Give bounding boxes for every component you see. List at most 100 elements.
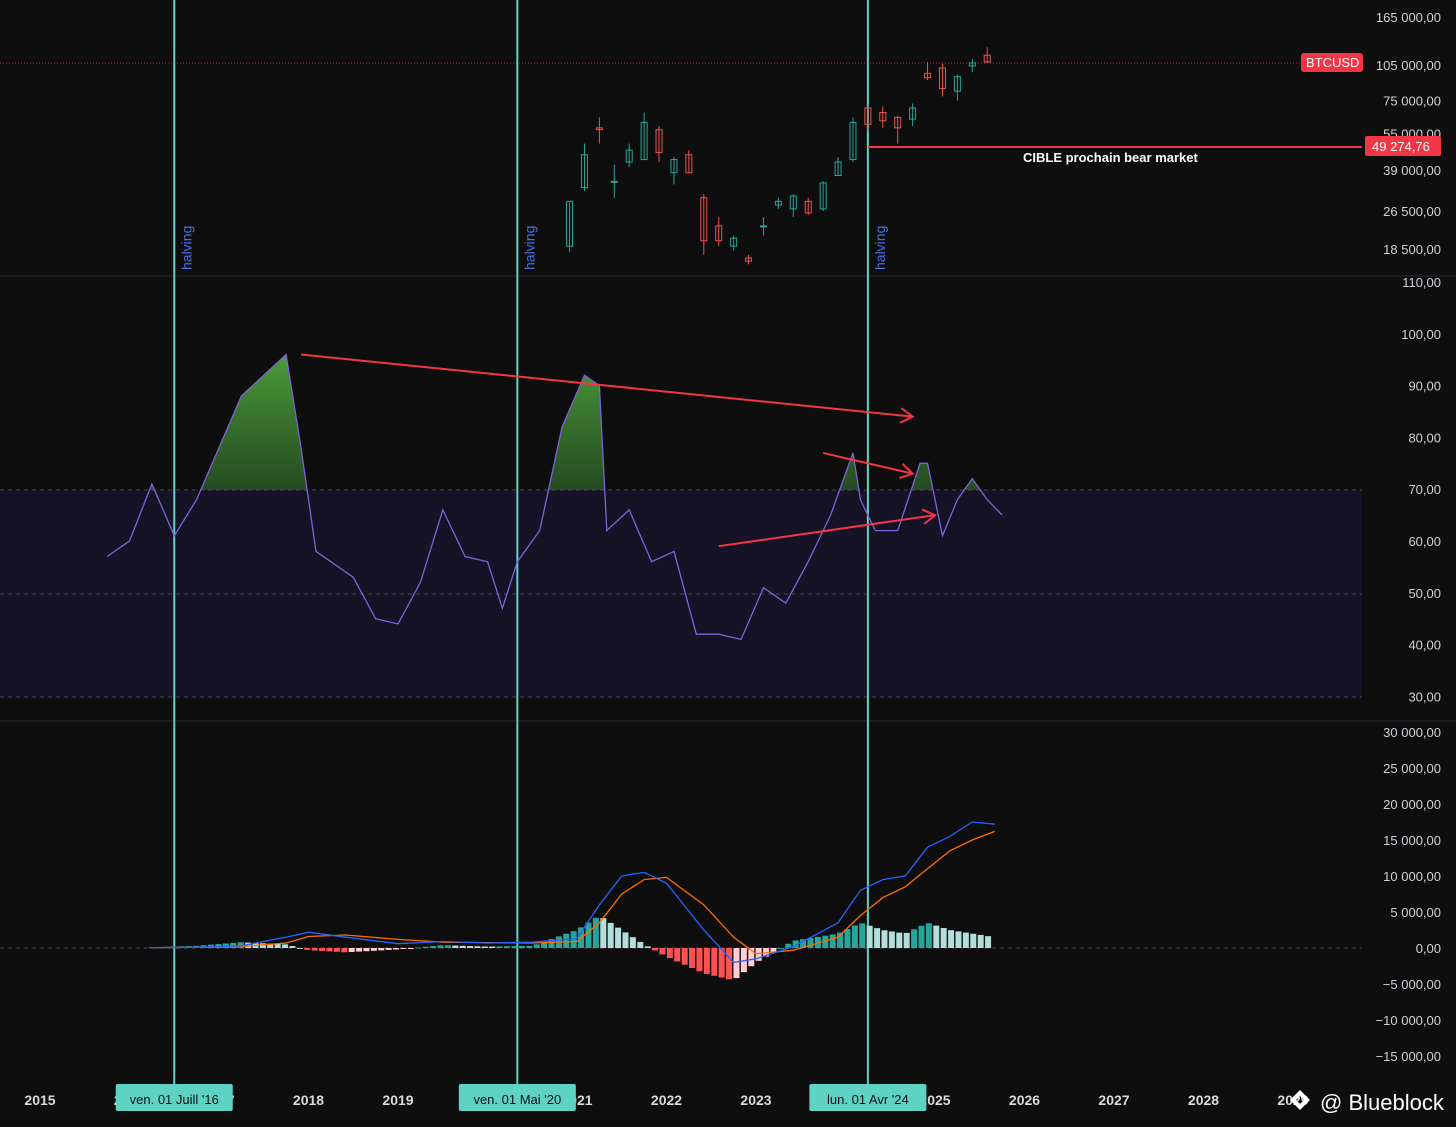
histogram-bar: [911, 929, 918, 948]
histogram-bar: [356, 948, 363, 952]
candle: [745, 254, 753, 265]
halving-date-text: ven. 01 Juill '16: [130, 1092, 219, 1107]
macd-tick-label: 0,00: [1416, 941, 1441, 956]
histogram-bar: [718, 948, 725, 978]
macd-tick-label: −10 000,00: [1376, 1013, 1441, 1028]
histogram-bar: [496, 946, 503, 948]
candle: [774, 197, 782, 209]
halving-label: halving: [872, 226, 888, 270]
candle: [909, 103, 917, 127]
histogram-bar: [962, 932, 969, 948]
histogram-bar: [652, 948, 659, 951]
histogram-bar: [526, 945, 533, 948]
trendline-arrow: [718, 508, 937, 548]
candle: [983, 47, 991, 63]
target-annotation: CIBLE prochain bear market: [1023, 150, 1198, 165]
histogram-bar: [422, 946, 429, 948]
candle: [924, 61, 932, 81]
histogram-bar: [933, 925, 940, 948]
histogram-bar: [541, 941, 548, 948]
macd-tick-label: 10 000,00: [1383, 869, 1441, 884]
histogram-bar: [326, 948, 333, 952]
histogram-bar: [393, 948, 400, 950]
candle: [552, 279, 558, 315]
histogram-bar: [777, 947, 784, 949]
watermark-text: @ Blueblock: [1320, 1090, 1445, 1115]
macd-tick-label: 5 000,00: [1390, 905, 1441, 920]
histogram-bar: [844, 929, 851, 948]
histogram-bar: [370, 948, 377, 951]
candle: [625, 143, 633, 168]
candle: [670, 157, 678, 185]
year-label: 2025: [919, 1092, 950, 1108]
candle: [730, 235, 738, 251]
price-tick-label: 165 000,00: [1376, 10, 1441, 25]
histogram-bar: [940, 927, 947, 948]
histogram-bar: [859, 923, 866, 948]
halving-label: halving: [521, 226, 537, 270]
histogram-bar: [696, 948, 703, 972]
year-label: 2015: [24, 1092, 55, 1108]
histogram-bar: [985, 936, 992, 948]
candle: [595, 117, 603, 144]
price-tick-label: 75 000,00: [1383, 94, 1441, 109]
halving-lines: halving halving halving: [173, 0, 888, 1084]
histogram-bar: [311, 948, 318, 951]
histogram-bar: [888, 931, 895, 948]
price-tick-label: 39 000,00: [1383, 163, 1441, 178]
histogram-bar: [829, 934, 836, 948]
price-tick-label: 105 000,00: [1376, 58, 1441, 73]
target-price-badge-text: 49 274,76: [1372, 139, 1430, 154]
candle: [580, 143, 588, 191]
histogram-bar: [955, 931, 962, 948]
histogram-bar: [792, 940, 799, 948]
macd-line: [151, 821, 995, 964]
histogram-bar: [570, 931, 577, 948]
histogram-bar: [689, 948, 696, 968]
histogram-bar: [348, 948, 355, 952]
candle: [938, 63, 946, 97]
histogram-bar: [851, 925, 858, 948]
histogram-bar: [489, 946, 496, 948]
histogram-bar: [585, 922, 592, 948]
x-axis: 2015201620172018201920202021202220232024…: [24, 1084, 1309, 1111]
rsi-tick-label: 70,00: [1408, 482, 1441, 497]
histogram-bar: [407, 948, 414, 949]
candle: [640, 112, 648, 161]
year-label: 2028: [1188, 1092, 1219, 1108]
histogram-bar: [903, 932, 910, 948]
histogram-bar: [925, 923, 932, 948]
histogram-bar: [304, 948, 311, 950]
year-label: 2026: [1009, 1092, 1040, 1108]
histogram-bar: [296, 947, 303, 949]
candle: [522, 304, 528, 325]
histogram-bar: [444, 945, 451, 948]
histogram-bar: [629, 937, 636, 948]
histogram-bar: [622, 932, 629, 948]
histogram-bar: [518, 946, 525, 948]
histogram-bar: [148, 947, 155, 949]
histogram-bar: [733, 948, 740, 979]
rsi-tick-label: 90,00: [1408, 379, 1441, 394]
histogram-bar: [259, 943, 266, 948]
histogram-bar: [711, 948, 718, 976]
price-tick-label: 26 500,00: [1383, 204, 1441, 219]
histogram-bar: [770, 948, 777, 953]
histogram-bar: [837, 932, 844, 948]
rsi-line: [106, 353, 1003, 641]
histogram-bar: [644, 946, 651, 948]
histogram-bar: [726, 948, 733, 980]
year-label: 2019: [382, 1092, 413, 1108]
candle: [537, 295, 543, 304]
histogram-bar: [282, 944, 289, 948]
rsi-tick-label: 50,00: [1408, 586, 1441, 601]
histogram-bar: [681, 948, 688, 965]
halving-label: halving: [178, 226, 194, 270]
histogram-bar: [237, 942, 244, 948]
histogram-bar: [341, 948, 348, 953]
candle: [655, 126, 663, 163]
histogram-bar: [592, 917, 599, 948]
histogram-bar: [378, 948, 385, 951]
histogram-bar: [703, 948, 710, 974]
